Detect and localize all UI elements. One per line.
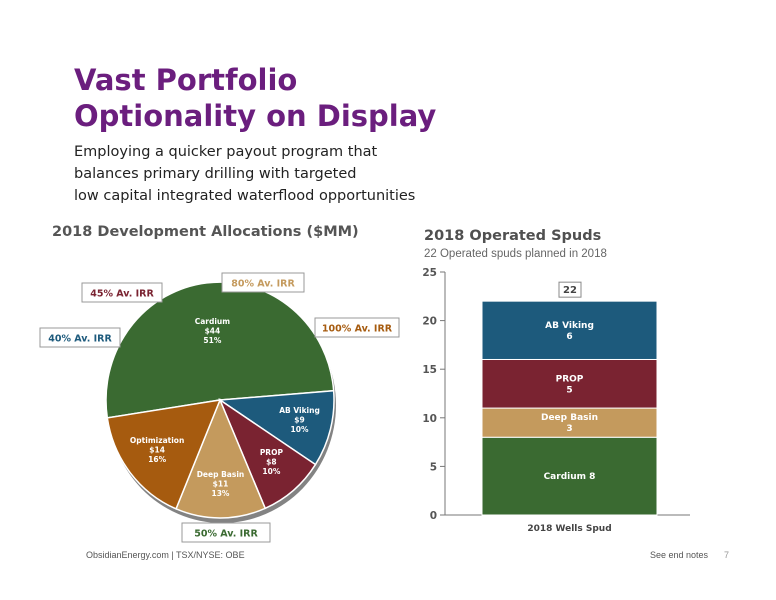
subtitle-line-3: low capital integrated waterflood opport… [74, 188, 416, 204]
irr-box-optimization [314, 317, 400, 338]
pie-slice-cardium [105, 281, 335, 419]
x-category-label: 2018 Wells Spud [527, 524, 611, 534]
footer-left: ObsidianEnergy.com | TSX/NYSE: OBE [86, 550, 245, 560]
bar-segment-prop [481, 358, 658, 409]
bar-label-cardium: Cardium 8 [544, 472, 596, 482]
bar-label-prop: PROP 5 [556, 374, 584, 395]
footer-notes: See end notes [650, 550, 709, 560]
y-tick-label-20: 20 [422, 316, 437, 328]
bar-chart-title: 2018 Operated Spuds [424, 228, 602, 244]
y-tick-label-15: 15 [422, 364, 437, 376]
bar-segment-cardium [481, 436, 658, 516]
pie-slice-optimization [106, 399, 222, 510]
pie-label-ab-viking: AB Viking $9 10% [279, 406, 320, 434]
y-tick-label-25: 25 [422, 267, 437, 279]
y-tick-label-0: 0 [430, 510, 437, 522]
pie-label-deep-basin: Deep Basin $11 13% [197, 470, 245, 498]
page-number: 7 [724, 550, 730, 560]
subtitle-line-2: balances primary drilling with targeted [74, 166, 357, 182]
page-subtitle: Employing a quicker payout program that … [74, 141, 634, 207]
irr-label-cardium: 50% Av. IRR [194, 529, 258, 540]
pie-chart-title: 2018 Development Allocations ($MM) [52, 224, 359, 240]
bar-chart-subtitle: 22 Operated spuds planned in 2018 [424, 248, 607, 260]
title-line-2: Optionality on Display [74, 99, 437, 133]
irr-label-prop: 45% Av. IRR [90, 289, 154, 300]
irr-label-ab-viking: 40% Av. IRR [48, 334, 112, 345]
pie-label-cardium: Cardium $44 51% [195, 317, 231, 345]
title-line-1: Vast Portfolio [74, 63, 298, 97]
pie-label-optimization: Optimization $14 16% [130, 436, 184, 464]
irr-box-deep-basin [221, 272, 305, 293]
irr-box-cardium [181, 522, 271, 543]
irr-box-ab-viking [39, 327, 121, 348]
bar-segment-ab-viking [481, 300, 658, 360]
irr-label-deep-basin: 80% Av. IRR [231, 279, 295, 290]
page-title: Vast Portfolio Optionality on Display [74, 62, 436, 134]
pie-slice-deep-basin [175, 398, 267, 519]
y-tick-label-5: 5 [430, 461, 437, 473]
bar-label-ab-viking: AB Viking 6 [545, 321, 594, 342]
pie-slice-ab-viking [217, 389, 335, 466]
pie-label-prop: PROP $8 10% [260, 448, 284, 476]
bar-total-label: 22 [563, 285, 577, 296]
bar-total-box [558, 281, 582, 298]
bar-label-deep-basin: Deep Basin 3 [541, 413, 598, 434]
y-tick-label-10: 10 [422, 413, 437, 425]
irr-label-optimization: 100% Av. IRR [322, 324, 393, 335]
subtitle-line-1: Employing a quicker payout program that [74, 144, 378, 160]
irr-box-prop [81, 282, 163, 303]
